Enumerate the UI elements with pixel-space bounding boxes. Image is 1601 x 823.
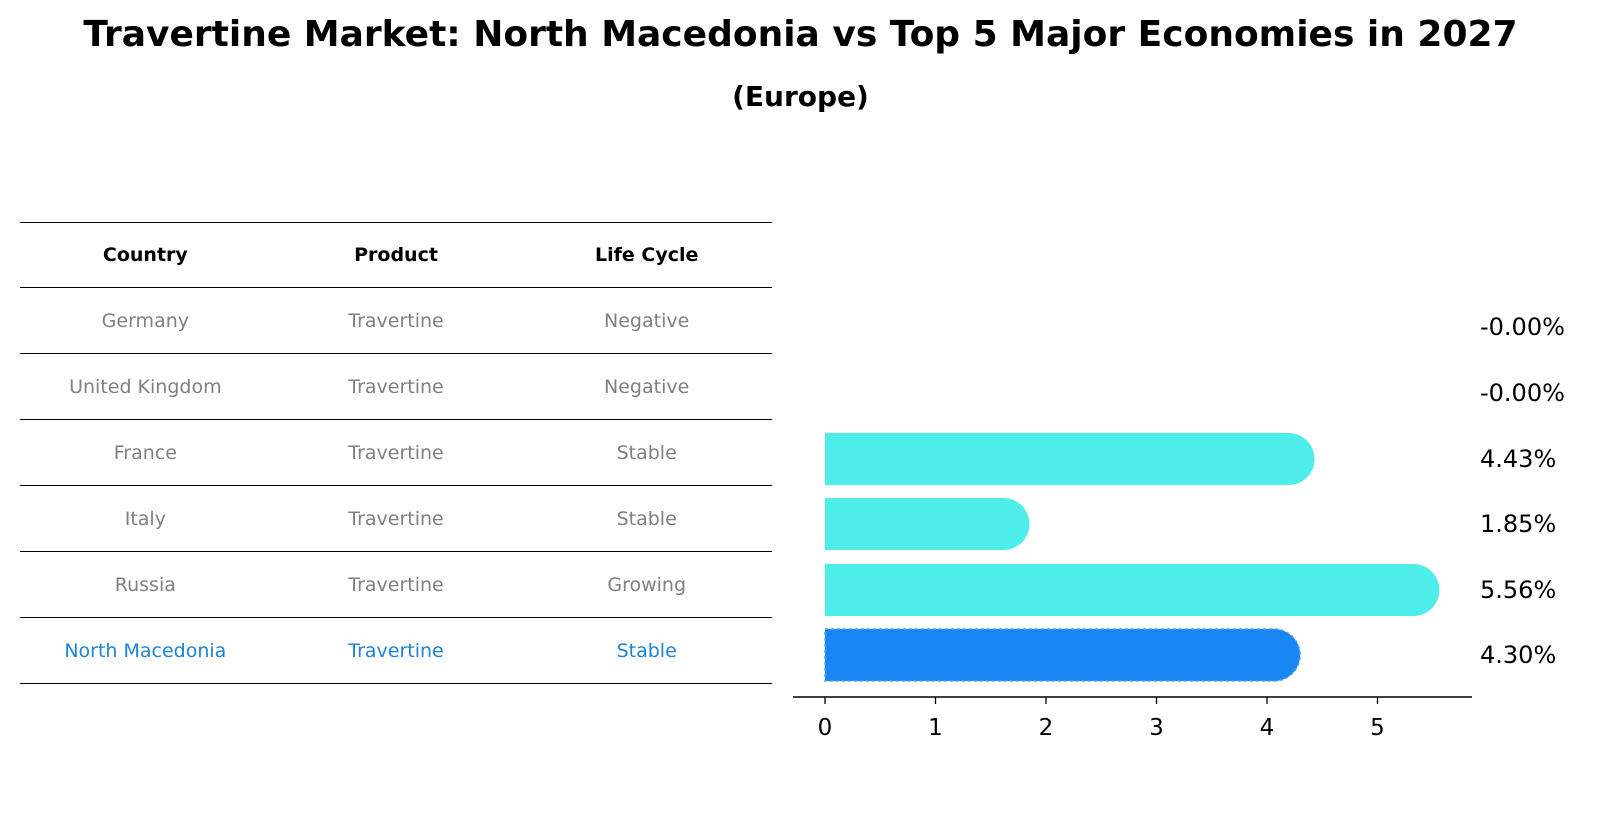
chart-subtitle: (Europe) [732, 80, 869, 113]
cell-product: Travertine [348, 375, 444, 398]
cell-country: Germany [101, 309, 189, 332]
cell-life-cycle: Stable [616, 507, 677, 530]
header-product: Product [354, 244, 438, 266]
cell-life-cycle: Negative [604, 309, 690, 332]
value-label: -0.00% [1480, 379, 1565, 407]
header-country: Country [102, 244, 188, 266]
cell-country: France [113, 441, 177, 464]
bar [825, 433, 1315, 485]
x-tick-label: 4 [1260, 715, 1275, 741]
cell-product: Travertine [348, 441, 444, 464]
cell-country: United Kingdom [69, 375, 222, 398]
table-row: Germany Travertine Negative [20, 288, 772, 354]
chart-title: Travertine Market: North Macedonia vs To… [83, 14, 1518, 55]
x-tick-label: 1 [928, 715, 943, 741]
x-tick-label: 0 [818, 715, 833, 741]
table-row: United Kingdom Travertine Negative [20, 354, 772, 420]
value-label: 4.43% [1480, 445, 1556, 473]
cell-country: Russia [114, 573, 176, 596]
value-label: 1.85% [1480, 510, 1556, 538]
value-label: -0.00% [1480, 313, 1565, 341]
cell-life-cycle: Stable [616, 441, 677, 464]
x-tick-label: 2 [1039, 715, 1054, 741]
cell-life-cycle: Growing [607, 573, 687, 596]
cell-product: Travertine [348, 309, 444, 332]
data-table: Country Product Life Cycle Germany Trave… [20, 222, 772, 684]
cell-product: Travertine [348, 507, 444, 530]
table-row-highlight: North Macedonia Travertine Stable [20, 618, 772, 684]
table-row: Italy Travertine Stable [20, 486, 772, 552]
cell-country: North Macedonia [64, 639, 227, 662]
x-tick-label: 3 [1149, 715, 1164, 741]
cell-product: Travertine [348, 639, 444, 662]
value-label: 4.30% [1480, 641, 1556, 669]
table-row: France Travertine Stable [20, 420, 772, 486]
cell-life-cycle: Negative [604, 375, 690, 398]
table-row: Russia Travertine Growing [20, 552, 772, 618]
cell-country: Italy [124, 507, 166, 530]
x-tick-label: 5 [1370, 715, 1385, 741]
bar [824, 628, 1301, 682]
header-life-cycle: Life Cycle [594, 244, 699, 266]
cell-product: Travertine [348, 573, 444, 596]
cell-life-cycle: Stable [616, 639, 677, 662]
table-header-row: Country Product Life Cycle [20, 222, 772, 288]
bar [825, 498, 1030, 550]
bar [825, 564, 1440, 616]
value-label: 5.56% [1480, 576, 1556, 604]
